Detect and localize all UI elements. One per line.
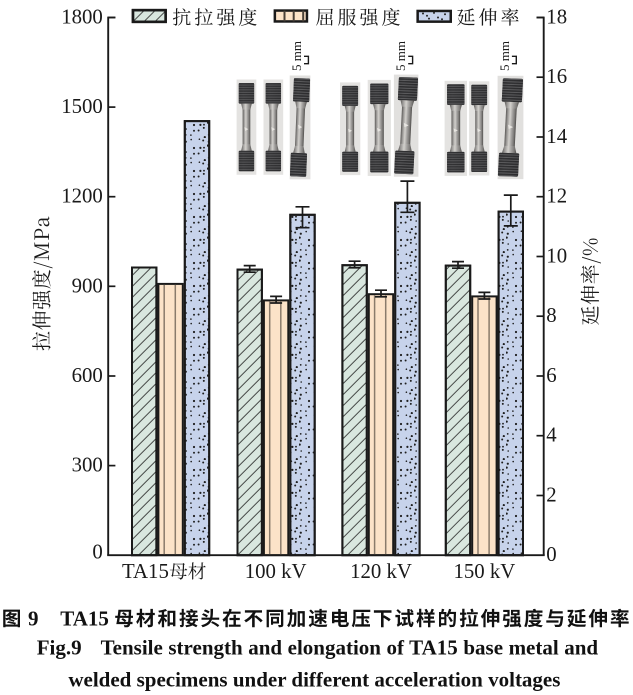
svg-text:1800: 1800 (61, 6, 103, 29)
svg-text:18: 18 (546, 6, 567, 29)
svg-text:600: 600 (72, 364, 103, 387)
svg-text:4: 4 (546, 424, 557, 447)
svg-text:100 kV: 100 kV (245, 560, 307, 583)
svg-text:120 kV: 120 kV (350, 560, 412, 583)
svg-text:TA15: TA15 (60, 607, 109, 631)
svg-text:8: 8 (546, 304, 556, 327)
svg-text:5 mm: 5 mm (289, 41, 304, 71)
svg-text:0: 0 (546, 543, 556, 566)
svg-text:16: 16 (546, 65, 567, 88)
svg-text:300: 300 (72, 454, 103, 477)
svg-text:1500: 1500 (61, 95, 103, 118)
svg-text:12: 12 (546, 185, 567, 208)
svg-text:6: 6 (546, 364, 556, 387)
svg-text:14: 14 (546, 125, 567, 148)
svg-text:welded specimens under differe: welded specimens under different acceler… (68, 667, 560, 691)
svg-text:1200: 1200 (61, 185, 103, 208)
svg-text:5 mm: 5 mm (497, 41, 512, 71)
svg-text:9: 9 (28, 607, 39, 631)
svg-text:900: 900 (72, 274, 103, 297)
svg-text:0: 0 (92, 540, 102, 563)
svg-text:TA15: TA15 (122, 560, 169, 583)
svg-text:2: 2 (546, 484, 556, 507)
svg-text:Tensile strength and elongatio: Tensile strength and elongation of TA15 … (101, 635, 599, 659)
svg-text:150 kV: 150 kV (453, 560, 515, 583)
svg-text:10: 10 (546, 245, 567, 268)
svg-text:Fig.9: Fig.9 (37, 635, 82, 659)
svg-text:5 mm: 5 mm (393, 41, 408, 71)
